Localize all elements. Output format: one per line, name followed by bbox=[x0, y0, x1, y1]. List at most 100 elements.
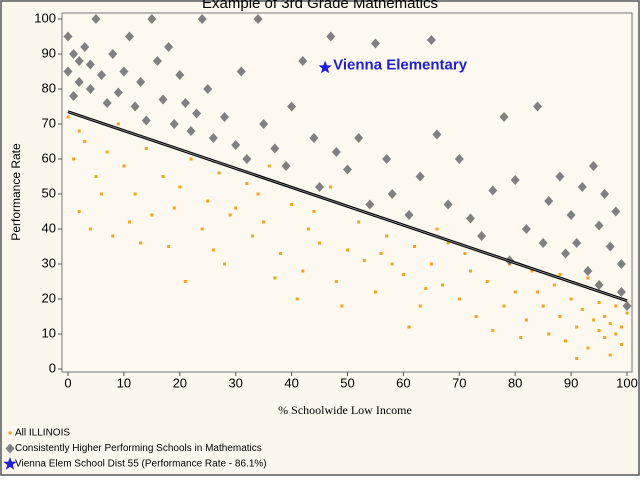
point bbox=[485, 280, 489, 283]
point bbox=[538, 238, 548, 248]
point bbox=[208, 133, 218, 143]
point bbox=[577, 182, 587, 192]
point bbox=[124, 31, 134, 42]
point bbox=[502, 304, 506, 308]
point bbox=[250, 234, 254, 238]
point bbox=[477, 231, 487, 241]
point bbox=[91, 14, 101, 24]
y-tick-label: 90 bbox=[42, 45, 56, 60]
x-tick-label: 90 bbox=[564, 375, 578, 390]
legend-marker bbox=[5, 443, 15, 454]
point bbox=[290, 203, 294, 206]
point bbox=[432, 129, 442, 140]
point bbox=[180, 98, 190, 108]
point bbox=[564, 339, 568, 343]
point bbox=[206, 199, 210, 203]
point bbox=[189, 157, 193, 161]
point bbox=[74, 56, 84, 66]
point bbox=[139, 241, 143, 245]
point bbox=[608, 353, 612, 357]
x-tick-label: 40 bbox=[284, 375, 298, 390]
point bbox=[521, 224, 531, 234]
x-tick-label: 50 bbox=[340, 375, 354, 390]
legend: All ILLINOIS Consistently Higher Performi… bbox=[3, 428, 267, 470]
point bbox=[454, 154, 464, 164]
point bbox=[318, 241, 322, 245]
legend-label: All ILLINOIS bbox=[15, 428, 70, 439]
point bbox=[164, 42, 174, 52]
point bbox=[267, 164, 271, 168]
point bbox=[465, 213, 475, 224]
point bbox=[555, 171, 565, 182]
point bbox=[441, 283, 445, 287]
point bbox=[217, 171, 221, 175]
point bbox=[69, 91, 79, 101]
plot-area bbox=[61, 12, 633, 373]
point bbox=[306, 227, 310, 231]
point bbox=[85, 59, 95, 70]
legend-label: Consistently Higher Performing Schools i… bbox=[15, 443, 262, 454]
point bbox=[200, 227, 204, 231]
point bbox=[611, 206, 621, 217]
point bbox=[614, 332, 618, 336]
point bbox=[343, 164, 352, 175]
point bbox=[382, 154, 392, 164]
point bbox=[586, 346, 590, 350]
point bbox=[331, 147, 341, 157]
point bbox=[315, 182, 325, 192]
point bbox=[340, 304, 344, 308]
point bbox=[558, 273, 562, 276]
point bbox=[63, 31, 73, 42]
point bbox=[66, 115, 70, 119]
point bbox=[175, 70, 185, 80]
point bbox=[424, 287, 428, 290]
point bbox=[100, 192, 104, 196]
point bbox=[519, 336, 523, 339]
point bbox=[236, 66, 246, 77]
point bbox=[172, 206, 176, 210]
legend-label: Vienna Elem School Dist 55 (Performance … bbox=[15, 459, 267, 470]
point bbox=[415, 171, 425, 182]
point bbox=[603, 315, 607, 318]
point bbox=[600, 189, 610, 199]
point bbox=[513, 290, 517, 294]
point bbox=[197, 14, 207, 24]
point bbox=[85, 84, 95, 94]
point bbox=[150, 213, 154, 217]
y-tick-label: 80 bbox=[42, 80, 56, 95]
point bbox=[346, 248, 349, 252]
point bbox=[443, 199, 453, 210]
point bbox=[583, 266, 593, 276]
point bbox=[429, 262, 433, 266]
point bbox=[72, 157, 76, 161]
point bbox=[362, 259, 366, 262]
point bbox=[619, 343, 623, 346]
point bbox=[552, 283, 556, 287]
point bbox=[616, 287, 626, 297]
point bbox=[561, 248, 571, 259]
point bbox=[83, 140, 87, 143]
point bbox=[245, 182, 249, 185]
point bbox=[533, 101, 543, 112]
point bbox=[186, 126, 196, 136]
y-tick-label: 0 bbox=[49, 360, 56, 375]
point bbox=[329, 185, 333, 189]
point bbox=[619, 325, 623, 329]
point bbox=[231, 140, 241, 150]
point bbox=[122, 164, 126, 168]
point bbox=[158, 94, 168, 105]
point bbox=[130, 101, 140, 112]
point bbox=[365, 199, 375, 210]
point bbox=[446, 241, 450, 245]
x-tick-label: 10 bbox=[117, 375, 131, 390]
point bbox=[270, 143, 280, 154]
point bbox=[603, 336, 607, 339]
y-tick-label: 50 bbox=[42, 185, 56, 200]
point bbox=[167, 245, 171, 248]
point bbox=[253, 14, 263, 24]
point bbox=[407, 325, 411, 329]
point bbox=[547, 332, 551, 336]
point bbox=[457, 297, 461, 301]
point bbox=[211, 248, 215, 252]
